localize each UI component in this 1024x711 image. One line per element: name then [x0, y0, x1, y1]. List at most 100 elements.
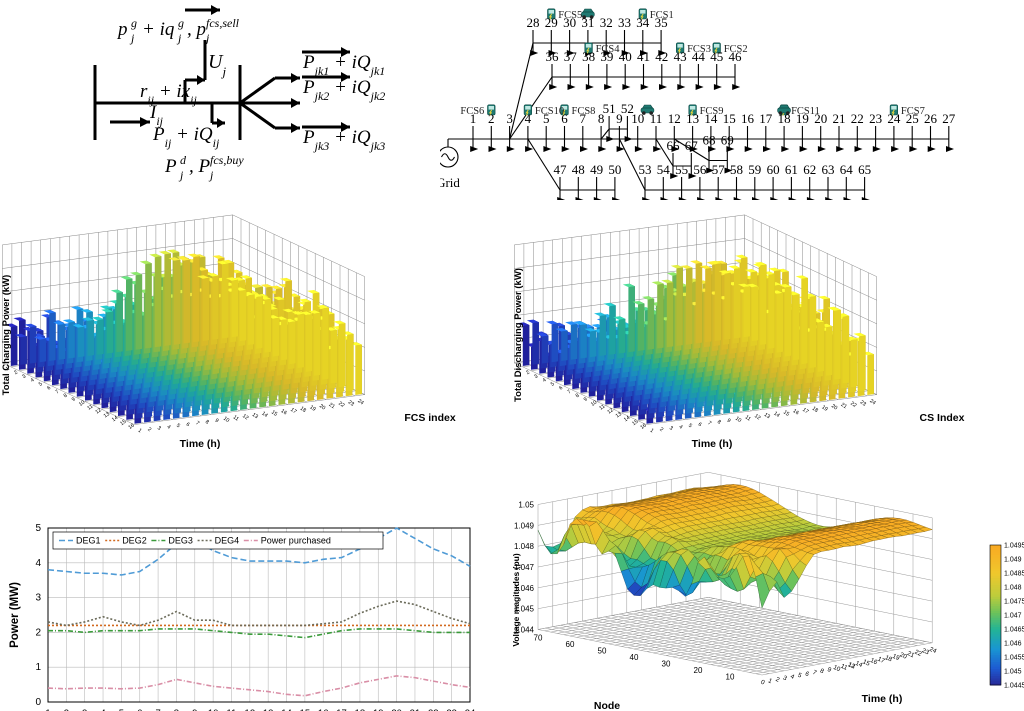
- svg-text:55: 55: [675, 162, 688, 177]
- svg-text:34: 34: [636, 15, 650, 30]
- svg-text:DEG3: DEG3: [168, 536, 193, 546]
- svg-text:0: 0: [35, 697, 41, 708]
- svg-text:47: 47: [554, 162, 568, 177]
- svg-text:P: P: [164, 156, 177, 177]
- svg-text:68: 68: [703, 133, 716, 148]
- svg-text:48: 48: [572, 162, 585, 177]
- svg-text:57: 57: [712, 162, 726, 177]
- svg-text:31: 31: [581, 15, 594, 30]
- svg-text:CS Index: CS Index: [920, 412, 965, 424]
- svg-text:FCS9: FCS9: [700, 106, 724, 117]
- svg-text:36: 36: [546, 49, 560, 64]
- svg-text:41: 41: [637, 49, 650, 64]
- svg-text:1.046: 1.046: [1004, 641, 1022, 648]
- svg-text:FCS1: FCS1: [650, 10, 674, 21]
- svg-text:63: 63: [822, 162, 835, 177]
- svg-text:1: 1: [35, 662, 41, 673]
- svg-text:FCS4: FCS4: [596, 44, 621, 55]
- svg-text:j: j: [178, 168, 184, 182]
- svg-text:49: 49: [590, 162, 603, 177]
- svg-text:29: 29: [545, 15, 558, 30]
- svg-text:65: 65: [858, 162, 871, 177]
- svg-text:1.0495: 1.0495: [1004, 543, 1024, 550]
- svg-text:3: 3: [35, 593, 41, 604]
- svg-text:FCS10: FCS10: [535, 106, 564, 117]
- svg-text:1.045: 1.045: [1004, 669, 1022, 676]
- svg-text:20: 20: [694, 666, 703, 675]
- svg-text:28: 28: [527, 15, 540, 30]
- svg-text:27: 27: [942, 111, 956, 126]
- svg-text:1.0445: 1.0445: [1004, 683, 1024, 690]
- svg-text:j: j: [176, 31, 182, 45]
- svg-text:Iij: Iij: [149, 102, 164, 128]
- svg-text:1.049: 1.049: [1004, 557, 1022, 564]
- svg-text:Total Charging Power (kW): Total Charging Power (kW): [1, 275, 12, 396]
- svg-text:37: 37: [564, 49, 578, 64]
- svg-text:1.048: 1.048: [514, 542, 535, 551]
- svg-text:Pjk2 + iQjk2: Pjk2 + iQjk2: [302, 77, 385, 103]
- svg-text:66: 66: [667, 138, 681, 153]
- svg-text:2: 2: [35, 627, 41, 638]
- svg-text:+ iq: + iq: [142, 19, 175, 40]
- svg-text:30: 30: [662, 660, 671, 669]
- svg-text:DEG4: DEG4: [215, 536, 240, 546]
- svg-text:15: 15: [723, 111, 736, 126]
- svg-text:DEG2: DEG2: [122, 536, 147, 546]
- svg-text:67: 67: [685, 138, 699, 153]
- svg-text:1.0485: 1.0485: [1004, 571, 1024, 578]
- svg-text:FCS11: FCS11: [791, 106, 820, 117]
- svg-text:, P: , P: [189, 156, 211, 177]
- svg-text:5: 5: [35, 523, 41, 534]
- svg-text:16: 16: [741, 111, 755, 126]
- svg-text:4: 4: [525, 111, 532, 126]
- svg-text:FCS5: FCS5: [558, 10, 582, 21]
- svg-text:, p: , p: [187, 19, 206, 40]
- svg-text:62: 62: [803, 162, 816, 177]
- svg-text:Grid: Grid: [440, 175, 460, 190]
- svg-text:26: 26: [924, 111, 938, 126]
- svg-text:18: 18: [778, 111, 791, 126]
- svg-text:FCS6: FCS6: [460, 106, 484, 117]
- svg-text:53: 53: [639, 162, 652, 177]
- svg-text:p: p: [116, 19, 128, 40]
- svg-text:38: 38: [582, 49, 595, 64]
- svg-text:40: 40: [619, 49, 632, 64]
- svg-text:11: 11: [650, 111, 663, 126]
- svg-text:50: 50: [598, 647, 607, 656]
- svg-text:Uj: Uj: [208, 51, 226, 79]
- svg-text:Pjk3 + iQjk3: Pjk3 + iQjk3: [302, 127, 385, 153]
- svg-text:fcs,buy: fcs,buy: [210, 153, 244, 167]
- svg-text:52: 52: [621, 101, 634, 116]
- svg-text:17: 17: [759, 111, 773, 126]
- svg-text:g: g: [178, 16, 184, 30]
- svg-text:69: 69: [721, 133, 734, 148]
- svg-text:60: 60: [767, 162, 780, 177]
- svg-text:1.0455: 1.0455: [1004, 655, 1024, 662]
- svg-text:13: 13: [686, 111, 699, 126]
- svg-text:Voltage magitudes (pu): Voltage magitudes (pu): [512, 553, 521, 647]
- svg-text:1.0475: 1.0475: [1004, 599, 1024, 606]
- svg-text:1.05: 1.05: [518, 501, 534, 510]
- svg-text:10: 10: [726, 673, 735, 682]
- svg-text:j: j: [129, 31, 135, 45]
- svg-text:d: d: [180, 153, 187, 167]
- svg-text:51: 51: [603, 101, 616, 116]
- svg-text:42: 42: [655, 49, 668, 64]
- svg-text:50: 50: [608, 162, 621, 177]
- svg-text:Time (h): Time (h): [692, 438, 733, 450]
- svg-text:Power purchased: Power purchased: [261, 536, 331, 546]
- svg-text:FCS2: FCS2: [724, 44, 748, 55]
- svg-text:DEG1: DEG1: [76, 536, 101, 546]
- svg-text:23: 23: [869, 111, 882, 126]
- svg-text:33: 33: [618, 15, 631, 30]
- svg-text:1.048: 1.048: [1004, 585, 1022, 592]
- svg-text:FCS index: FCS index: [404, 412, 456, 424]
- svg-text:70: 70: [534, 634, 543, 643]
- svg-text:Total Discharging Power (kW): Total Discharging Power (kW): [513, 268, 524, 402]
- svg-text:56: 56: [693, 162, 707, 177]
- svg-text:22: 22: [851, 111, 864, 126]
- svg-text:3: 3: [506, 111, 512, 126]
- svg-text:FCS8: FCS8: [572, 106, 596, 117]
- svg-text:12: 12: [668, 111, 681, 126]
- svg-text:1.049: 1.049: [514, 521, 535, 530]
